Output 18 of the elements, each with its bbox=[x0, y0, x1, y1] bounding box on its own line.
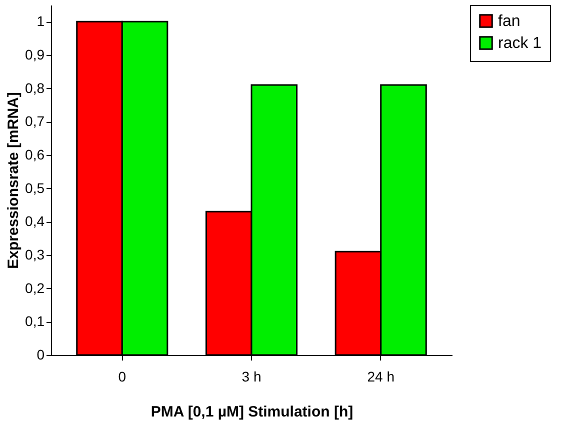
y-tick-label: 0,7 bbox=[25, 113, 45, 130]
y-tick-label: 0,1 bbox=[25, 313, 45, 330]
y-tick-label: 0,5 bbox=[25, 180, 45, 196]
x-tick-label: 3 h bbox=[242, 368, 262, 384]
x-axis-title: PMA [0,1 µM] Stimulation [h] bbox=[150, 404, 354, 420]
y-tick-label: 1 bbox=[36, 13, 45, 30]
legend-label: rack 1 bbox=[498, 35, 542, 52]
y-axis-title: Expressionsrate [mRNA] bbox=[5, 92, 22, 269]
y-tick-label: 0 bbox=[36, 346, 45, 362]
legend-label: fan bbox=[498, 13, 520, 30]
y-tick-label: 0,6 bbox=[25, 146, 45, 162]
y-tick-label: 0,9 bbox=[25, 46, 45, 62]
y-tick-label: 0,2 bbox=[25, 280, 45, 296]
x-tick-label: 0 bbox=[118, 368, 126, 384]
x-tick-label: 24 h bbox=[367, 368, 394, 384]
y-tick-label: 0,3 bbox=[25, 246, 45, 262]
y-tick-label: 0,4 bbox=[25, 213, 45, 230]
y-tick-label: 0,8 bbox=[25, 80, 45, 96]
